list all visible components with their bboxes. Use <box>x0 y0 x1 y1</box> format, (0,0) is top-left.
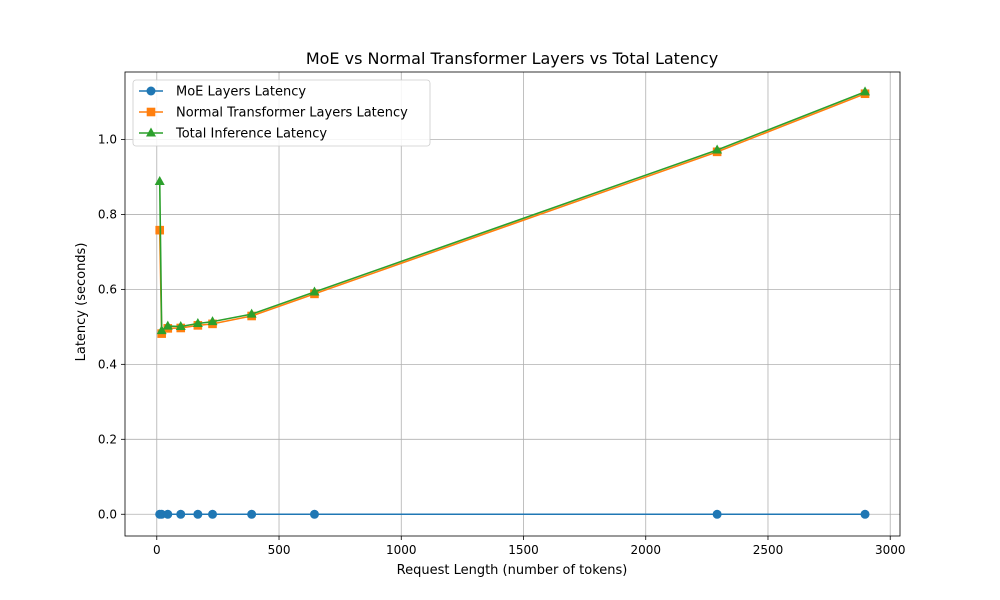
axes: 0 500 1000 1500 2000 2500 3000 0.0 0.2 0.4 0.6 0.8 1… <box>98 132 906 557</box>
data-point <box>192 317 203 327</box>
x-tick-label: 2000 <box>630 543 661 557</box>
data-point <box>860 86 871 96</box>
y-tick-label: 0.0 <box>98 507 117 521</box>
series-3 <box>154 86 871 335</box>
x-tick-label: 500 <box>268 543 291 557</box>
legend-marker <box>146 127 156 137</box>
x-tick-label: 2500 <box>753 543 784 557</box>
data-point <box>309 286 320 296</box>
legend-item: Total Inference Latency <box>139 127 327 142</box>
data-point <box>207 316 218 326</box>
data-point <box>193 509 203 519</box>
legend-marker <box>146 107 156 117</box>
y-tick-label: 1.0 <box>98 132 117 146</box>
data-point <box>247 509 257 519</box>
legend-label: Total Inference Latency <box>175 127 327 142</box>
legend-label: MoE Layers Latency <box>176 85 306 100</box>
data-point <box>162 320 173 330</box>
data-point <box>712 509 722 519</box>
y-axis-label: Latency (seconds) <box>74 243 89 362</box>
plot-frame <box>124 71 901 537</box>
legend-item: Normal Transformer Layers Latency <box>139 106 408 121</box>
data-point <box>208 509 218 519</box>
series-1 <box>155 509 870 519</box>
legend: MoE Layers Latency Normal Transformer Lay… <box>132 79 431 147</box>
y-tick-label: 0.6 <box>98 282 117 296</box>
data-point <box>712 144 723 154</box>
legend-item: MoE Layers Latency <box>139 85 306 100</box>
data-point <box>176 509 186 519</box>
legend-label: Normal Transformer Layers Latency <box>176 106 408 121</box>
x-tick-label: 1500 <box>508 543 539 557</box>
data-point <box>860 509 870 519</box>
series-area <box>154 86 871 519</box>
data-point <box>156 325 167 335</box>
x-tick-label: 0 <box>153 543 161 557</box>
data-point <box>163 509 173 519</box>
data-point <box>246 308 257 318</box>
x-axis-label: Request Length (number of tokens) <box>397 563 628 578</box>
y-tick-label: 0.4 <box>98 357 117 371</box>
chart-title: MoE vs Normal Transformer Layers vs Tota… <box>306 49 718 68</box>
y-tick-label: 0.2 <box>98 432 117 446</box>
data-point <box>309 509 319 519</box>
y-tick-label: 0.8 <box>98 207 117 221</box>
legend-box <box>132 79 431 147</box>
x-tick-label: 1000 <box>386 543 417 557</box>
data-point <box>154 175 165 185</box>
x-tick-label: 3000 <box>875 543 906 557</box>
data-point <box>175 320 186 330</box>
legend-marker <box>146 86 156 96</box>
